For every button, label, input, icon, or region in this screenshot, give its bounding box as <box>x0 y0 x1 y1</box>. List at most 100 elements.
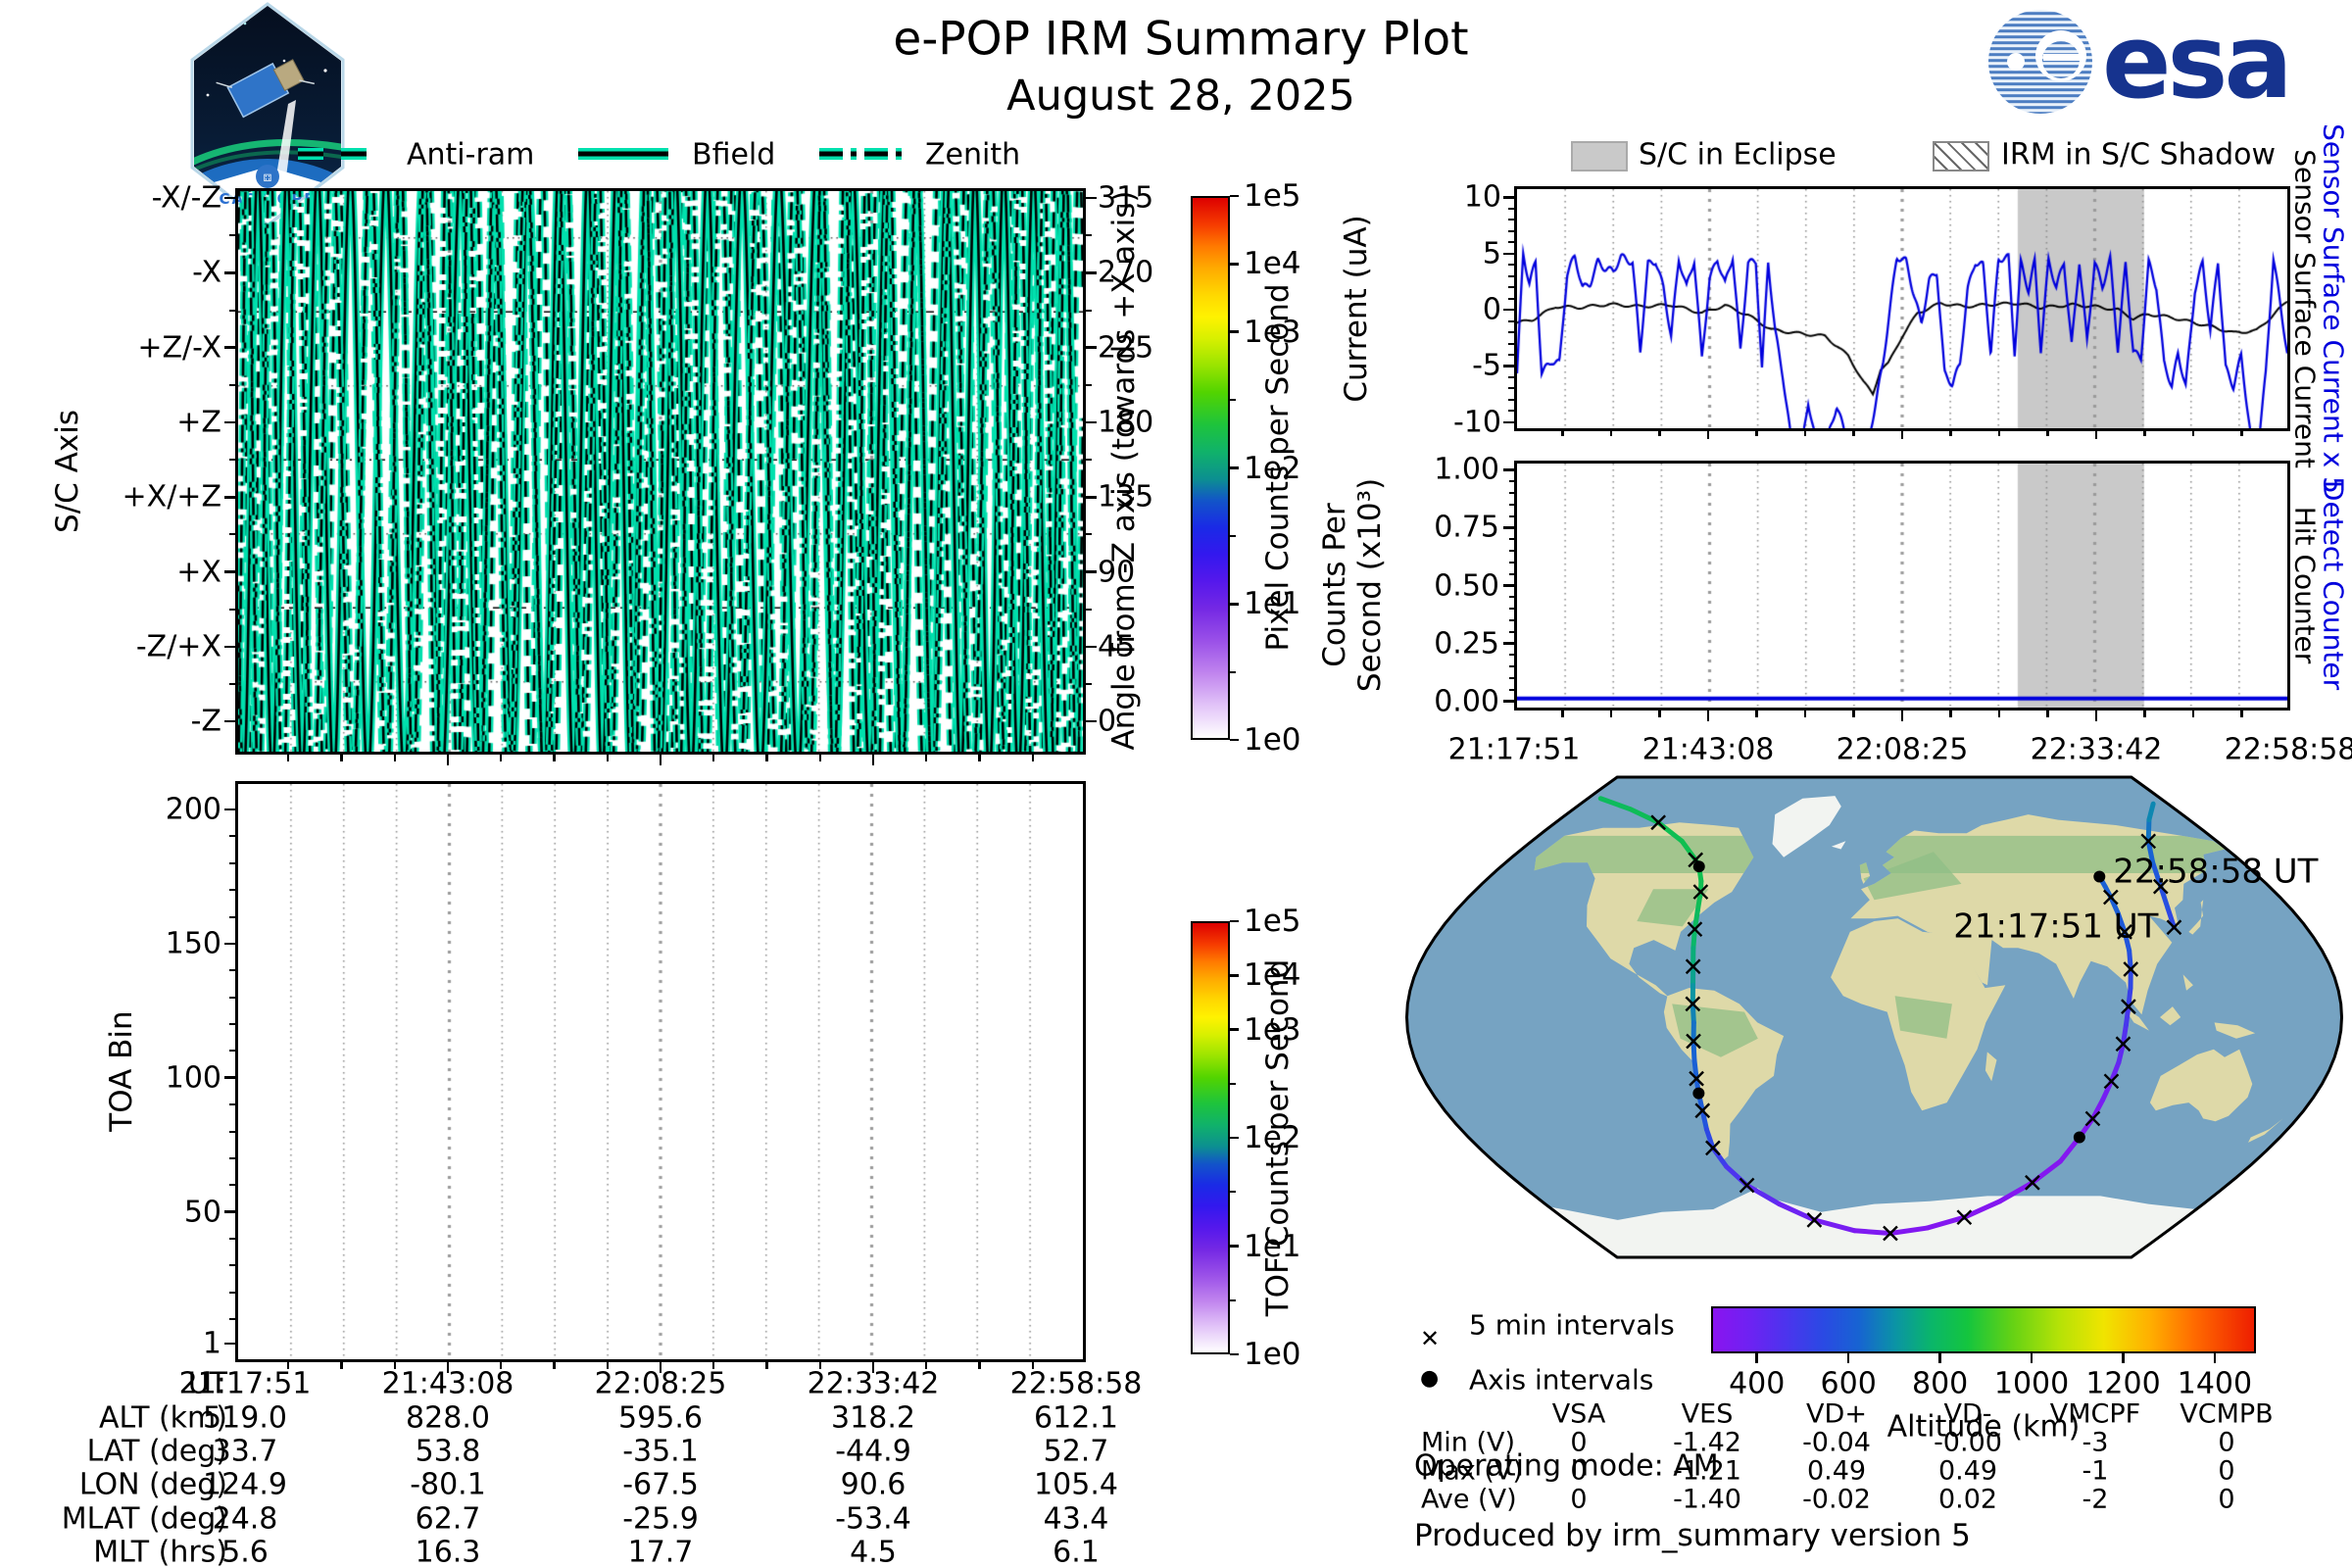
axis-interval-marker <box>1692 1087 1705 1100</box>
axis-tick <box>229 1318 235 1321</box>
five-min-marker <box>1883 1225 1898 1242</box>
ephemeris-value: 612.1 <box>1034 1400 1118 1436</box>
voltage-value: 0 <box>2218 1455 2235 1487</box>
counts-axis-label: 0.75 <box>1434 510 1499 545</box>
toa-axis-label: 100 <box>165 1060 221 1096</box>
ephemeris-value: 22:08:25 <box>594 1366 727 1401</box>
five-min-marker <box>2140 833 2157 850</box>
five-min-marker <box>2123 961 2139 977</box>
axis-tick <box>2030 1353 2034 1363</box>
orbit-track-segment <box>2123 1004 2132 1028</box>
axis-tick <box>1609 431 1613 436</box>
axis-tick <box>1509 561 1514 564</box>
ephemeris-value: 22:58:58 <box>1009 1366 1143 1401</box>
five-min-marker <box>2115 1036 2132 1053</box>
ephemeris-row-label: LON (deg) <box>78 1467 227 1502</box>
axis-tick <box>229 969 235 972</box>
axis-tick <box>1509 514 1514 517</box>
altitude-tick-label: 1200 <box>2085 1366 2161 1401</box>
five-min-marker <box>1650 814 1666 831</box>
axis-tick <box>287 755 290 761</box>
colorbar-tick-label: 1e2 <box>1244 450 1301 486</box>
axis-tick <box>1508 229 1514 232</box>
produced-by: Produced by irm_summary version 5 <box>1414 1518 1971 1553</box>
axis-tick <box>1509 503 1514 506</box>
axis-tick <box>500 1362 503 1369</box>
eclipse-legend-label: S/C in Eclipse <box>1639 137 1837 172</box>
current-plot <box>1514 186 2290 431</box>
axis-tick <box>229 1023 235 1026</box>
voltage-row-label: Min (V) <box>1421 1427 1516 1458</box>
attitude-angle-label: 225 <box>1098 330 1154 366</box>
esa-logo-text: esa <box>2102 5 2289 122</box>
orbit-track-segment <box>2150 859 2164 890</box>
orbit-track-segment <box>1997 1180 2035 1204</box>
axis-tick <box>1086 682 1092 685</box>
axis-tick <box>1503 365 1514 368</box>
five-min-marker <box>1685 958 1701 975</box>
axis-tick <box>229 1130 235 1133</box>
axis-tick <box>1852 431 1855 436</box>
five-min-marker <box>1686 1033 1701 1050</box>
attitude-axis-label: +X <box>176 555 221 590</box>
current-axis-label: -10 <box>1453 405 1501 440</box>
axis-tick <box>1086 271 1097 274</box>
orbit-track-segment <box>2122 929 2132 954</box>
toa-axis-label: 150 <box>165 926 221 961</box>
axis-tick <box>229 1050 235 1053</box>
axis-tick <box>1706 431 1710 439</box>
ephemeris-value: 16.3 <box>415 1535 481 1568</box>
axis-tick <box>1508 286 1514 289</box>
axis-marker-label: Axis intervals <box>1469 1363 1654 1396</box>
voltage-value: -1.21 <box>1673 1455 1741 1487</box>
axis-tick <box>224 1076 235 1080</box>
axis-tick <box>393 1362 396 1369</box>
colorbar-tick-label: 1e5 <box>1244 904 1301 939</box>
axis-tick <box>1509 676 1514 679</box>
five-min-marker-icon: ✕ <box>1420 1325 1441 1352</box>
voltage-value: 0 <box>2218 1427 2235 1458</box>
axis-tick <box>1503 420 1514 424</box>
colorbar-tick-label: 1e3 <box>1244 1011 1301 1048</box>
ephemeris-row-label: MLAT (deg) <box>61 1501 227 1537</box>
axis-tick <box>1230 1352 1239 1356</box>
axis-tick <box>871 755 875 765</box>
counts-ylabel-line2: Second (x10³) <box>1352 477 1388 693</box>
axis-tick <box>1086 420 1097 424</box>
toa-axis-label: 50 <box>183 1195 221 1230</box>
axis-tick <box>229 309 235 312</box>
axis-tick <box>224 570 235 573</box>
axis-tick <box>1508 274 1514 277</box>
orbit-track-segment <box>1887 1225 1930 1236</box>
attitude-axis-label: -X <box>192 255 221 290</box>
colorbar-tick-label: 1e0 <box>1244 1337 1301 1372</box>
orbit-track-segment <box>2108 1059 2122 1084</box>
ephemeris-value: 22:33:42 <box>807 1366 940 1401</box>
current-axis-label: 5 <box>1482 236 1501 271</box>
continent <box>2214 1022 2256 1039</box>
axis-tick <box>1230 263 1239 266</box>
axis-tick <box>1230 399 1236 402</box>
axis-tick <box>1503 196 1514 199</box>
axis-tick <box>224 271 235 274</box>
axis-tick <box>1803 710 1807 717</box>
axis-tick <box>446 1362 450 1373</box>
axis-tick <box>1086 346 1097 349</box>
axis-tick <box>500 755 503 761</box>
orbit-track-segment <box>1690 1039 1697 1063</box>
axis-tick <box>224 346 235 349</box>
axis-tick <box>229 608 235 611</box>
axis-tick <box>2213 1353 2217 1363</box>
voltage-value: 0 <box>1570 1484 1588 1515</box>
axis-tick <box>1509 572 1514 575</box>
axis-tick <box>1949 710 1952 717</box>
axis-tick <box>1561 431 1564 436</box>
axis-tick <box>1503 700 1514 703</box>
axis-tick <box>229 234 235 237</box>
axis-tick <box>1509 492 1514 495</box>
attitude-angle-label: 0 <box>1098 704 1117 739</box>
axis-tick <box>224 495 235 499</box>
axis-tick <box>1852 710 1855 717</box>
attitude-axis-label: -Z <box>190 704 221 739</box>
ephemeris-value: 53.8 <box>415 1434 481 1469</box>
